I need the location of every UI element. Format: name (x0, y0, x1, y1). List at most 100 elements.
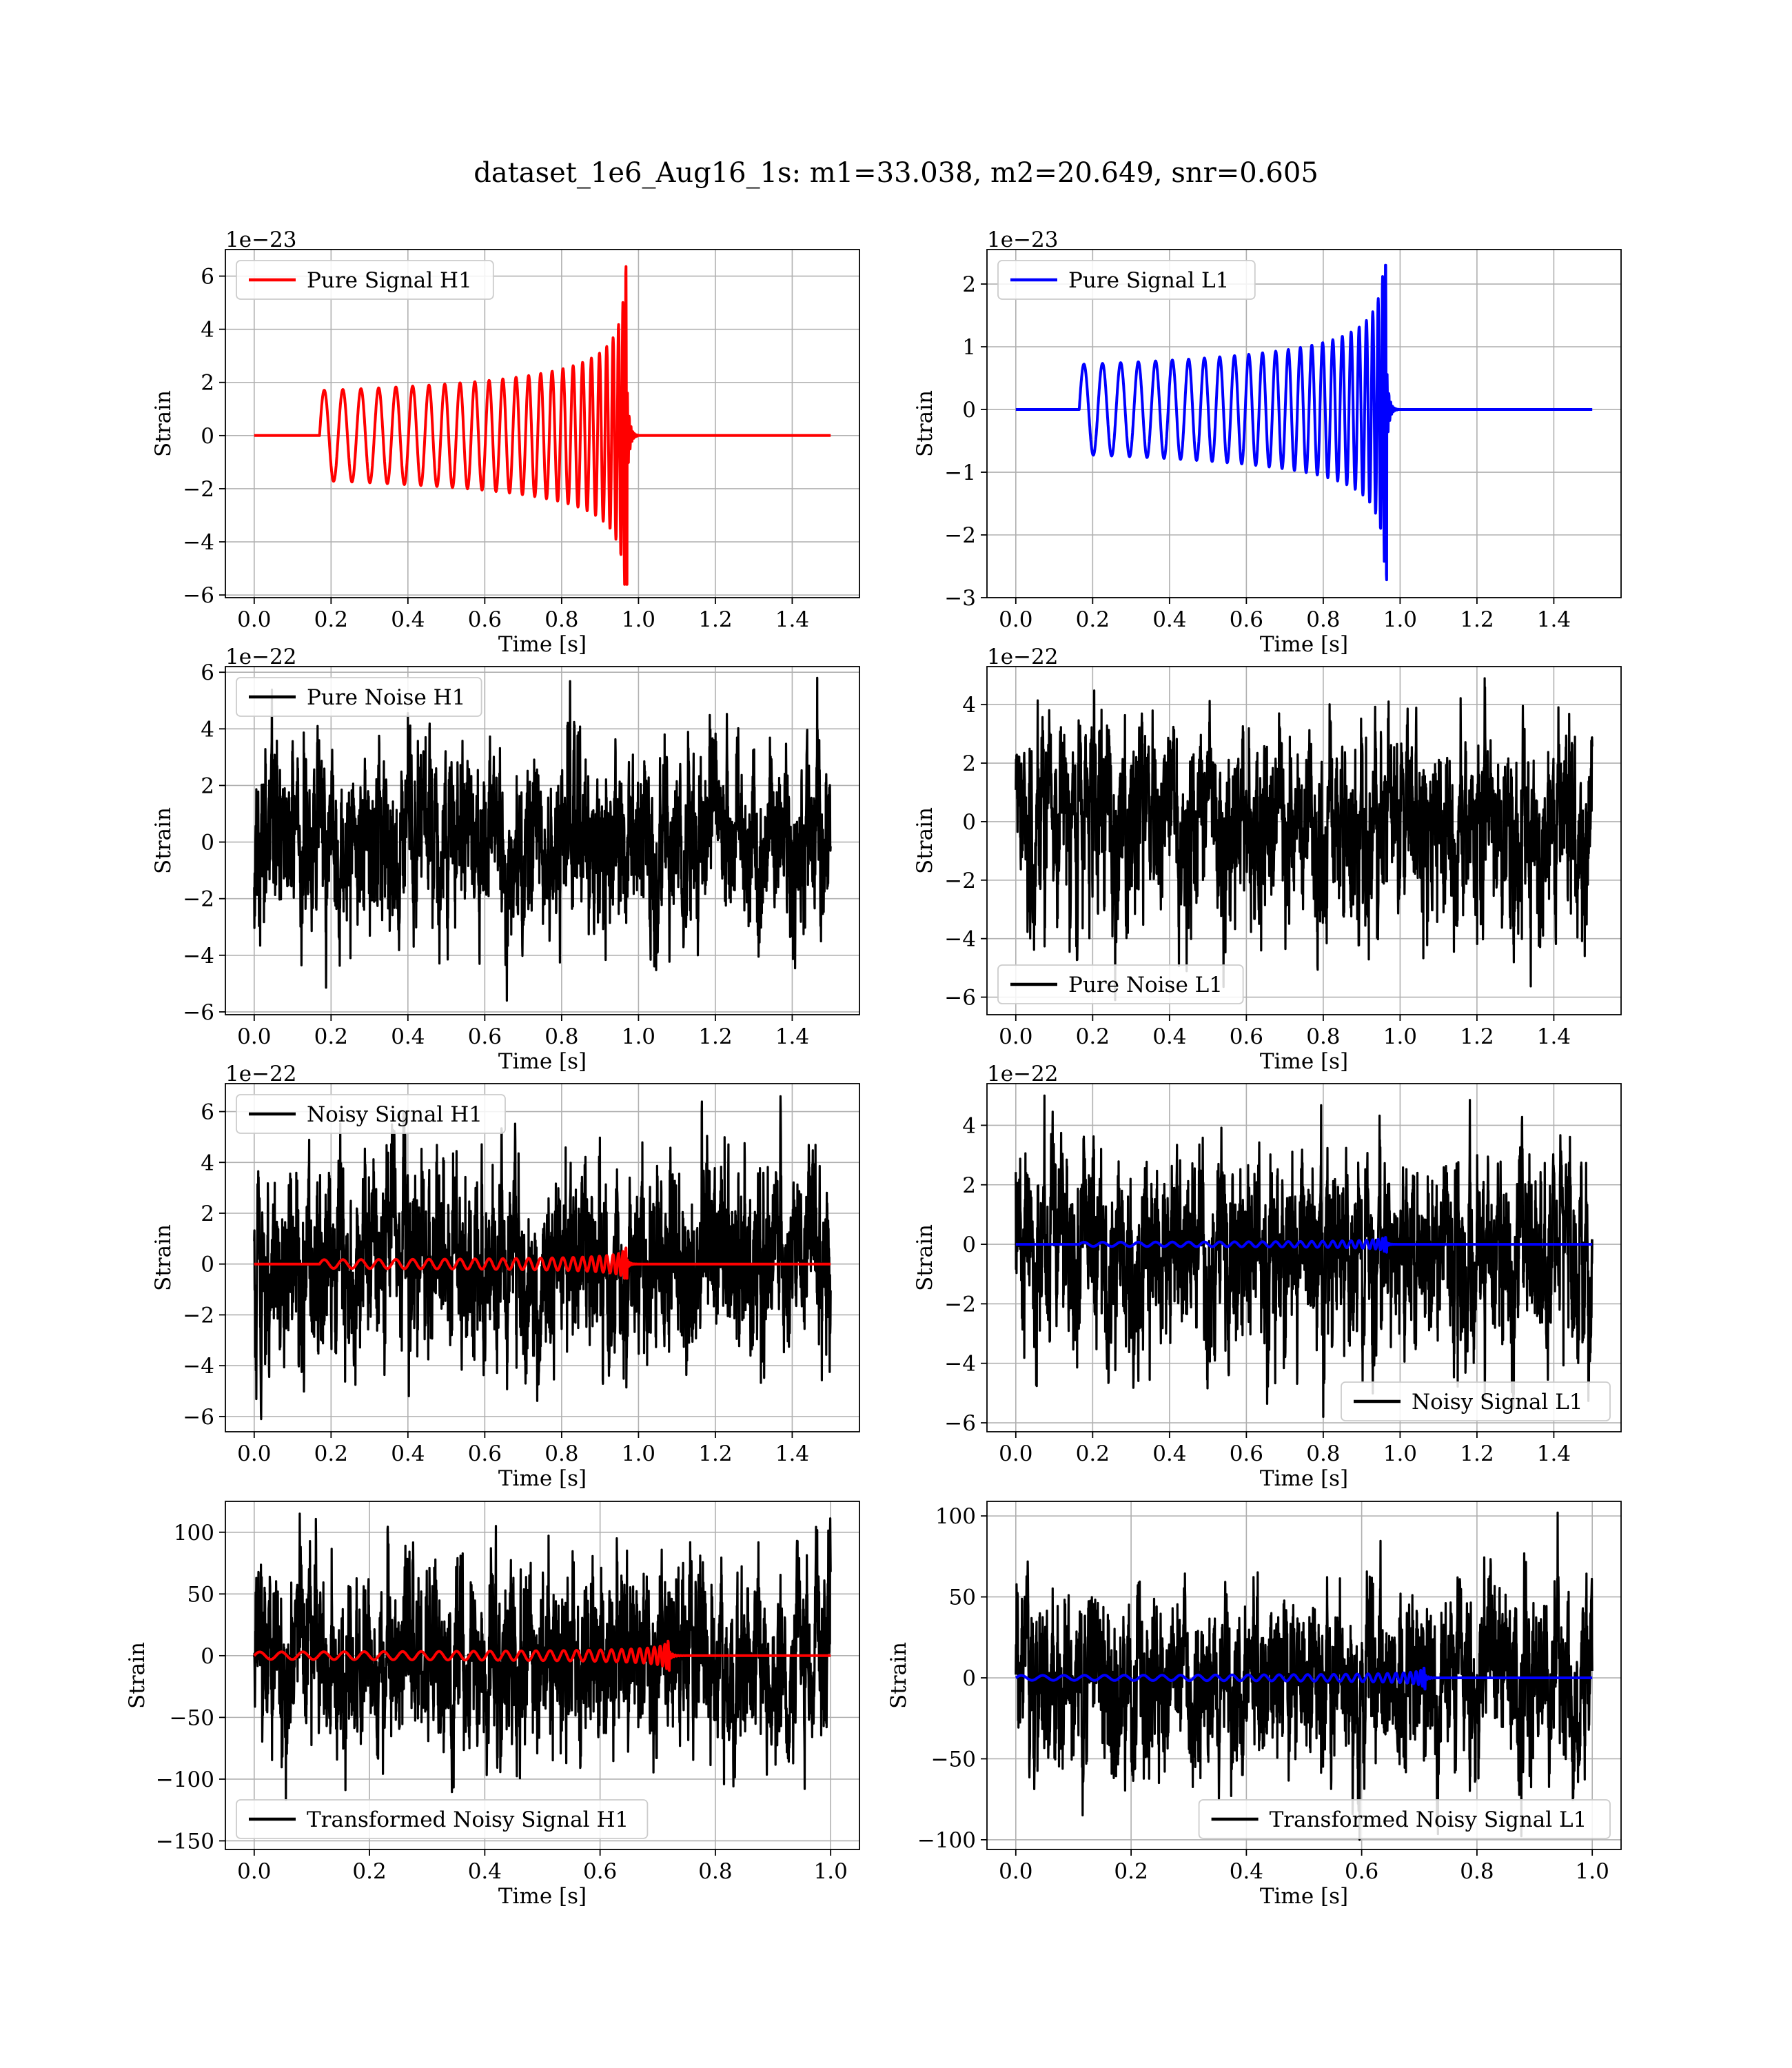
x-tick-label: 0.8 (544, 1024, 578, 1049)
y-tick-label: 0 (962, 398, 976, 423)
axes-frame (986, 1501, 1622, 1850)
x-tick-label: 0.6 (1345, 1859, 1378, 1884)
legend: Pure Noise H1 (236, 677, 482, 717)
x-tick-label: 1.0 (1576, 1859, 1609, 1884)
y-tick-label: −2 (183, 477, 214, 502)
y-tick-label: 4 (201, 318, 214, 343)
legend: Transformed Noisy Signal H1 (236, 1799, 649, 1839)
y-tick-label: −1 (944, 460, 976, 485)
offset-label: 1e−22 (225, 1062, 297, 1086)
x-tick-label: 0.4 (1152, 1441, 1186, 1466)
y-tick-label: 2 (201, 1202, 214, 1226)
y-tick-label: −150 (156, 1829, 214, 1854)
y-axis-label: Strain (913, 1224, 937, 1291)
y-tick-label: 100 (935, 1504, 976, 1529)
y-tick-label: 2 (962, 272, 976, 297)
y-tick-label: 6 (201, 265, 214, 290)
legend-box (236, 260, 494, 300)
series-line-pure-signal-l1 (1015, 263, 1594, 582)
legend: Noisy Signal L1 (1341, 1381, 1611, 1421)
x-tick-label: 1.0 (1383, 1024, 1417, 1049)
x-tick-label: 0.4 (1230, 1859, 1263, 1884)
y-axis-label: Strain (913, 807, 937, 874)
y-axis-label: Strain (151, 807, 176, 874)
y-tick-label: −2 (183, 1303, 214, 1328)
x-tick-label: 0.8 (544, 1441, 578, 1466)
x-axis-label: Time [s] (1260, 1884, 1348, 1909)
y-tick-label: 4 (962, 1113, 976, 1138)
offset-label: 1e−22 (987, 645, 1059, 669)
x-tick-label: 0.4 (391, 607, 425, 632)
y-tick-label: 0 (201, 831, 214, 855)
series-line-noisy-signal-h1-overlay (253, 1246, 832, 1280)
x-tick-label: 1.2 (698, 1441, 732, 1466)
y-tick-label: 2 (201, 773, 214, 798)
x-tick-label: 0.0 (237, 1024, 271, 1049)
series-line-transformed-noisy-signal-h1 (253, 1512, 832, 1801)
y-tick-label: 4 (201, 1150, 214, 1175)
y-tick-label: −2 (944, 1292, 976, 1317)
y-tick-label: −4 (944, 927, 976, 952)
y-tick-label: −6 (944, 1411, 976, 1436)
x-tick-label: 1.0 (814, 1859, 848, 1884)
x-tick-label: 0.8 (1306, 607, 1340, 632)
y-axis-label: Strain (886, 1642, 911, 1709)
x-tick-label: 1.0 (1383, 1441, 1417, 1466)
legend: Noisy Signal H1 (236, 1094, 506, 1134)
subplot-pure-noise-l1: 0.0 0.2 0.4 0.6 0.8 1.0 1.2 1.4 −6 −4 −2 0 2 4 Time [s… (913, 645, 1622, 1074)
subplot-pure-signal-l1: 0.0 0.2 0.4 0.6 0.8 1.0 1.2 1.4 −3 −2 −1 0 1 2 Time [s… (913, 227, 1622, 657)
x-tick-label: 0.6 (1230, 1441, 1263, 1466)
y-tick-label: −4 (944, 1352, 976, 1377)
y-tick-label: 2 (962, 751, 976, 776)
legend: Pure Signal H1 (236, 260, 494, 300)
figure-title: dataset_1e6_Aug16_1s: m1=33.038, m2=20.6… (474, 157, 1318, 189)
x-tick-label: 0.8 (1460, 1859, 1494, 1884)
legend: Pure Noise L1 (997, 964, 1244, 1004)
x-tick-label: 0.8 (698, 1859, 732, 1884)
legend-box (236, 1094, 506, 1134)
y-axis-label: Strain (151, 1224, 176, 1291)
x-tick-label: 0.4 (468, 1859, 502, 1884)
x-tick-label: 0.0 (999, 1024, 1032, 1049)
x-tick-label: 0.8 (1306, 1024, 1340, 1049)
y-tick-label: 6 (201, 660, 214, 685)
legend-label: Transformed Noisy Signal L1 (1270, 1807, 1587, 1832)
y-tick-label: 0 (962, 1233, 976, 1257)
axes-frame (225, 666, 860, 1015)
legend: Pure Signal L1 (997, 260, 1256, 300)
x-tick-label: 1.4 (1537, 1441, 1571, 1466)
legend-label: Pure Signal L1 (1068, 268, 1229, 293)
x-tick-label: 0.6 (583, 1859, 617, 1884)
x-tick-label: 0.8 (1306, 1441, 1340, 1466)
x-tick-label: 0.0 (999, 1441, 1032, 1466)
legend-label: Noisy Signal L1 (1412, 1390, 1583, 1415)
x-tick-label: 1.4 (775, 1024, 809, 1049)
x-tick-label: 0.6 (468, 607, 502, 632)
axes-frame (225, 249, 860, 598)
x-axis-label: Time [s] (498, 1884, 587, 1909)
axes-frame (986, 249, 1622, 598)
y-tick-label: 50 (187, 1582, 214, 1607)
x-tick-label: 0.0 (237, 1859, 271, 1884)
x-axis-label: Time [s] (1260, 632, 1348, 657)
legend-box (1341, 1381, 1611, 1421)
x-tick-label: 0.4 (1152, 607, 1186, 632)
y-tick-label: 4 (201, 717, 214, 742)
y-tick-label: −2 (183, 887, 214, 912)
y-tick-label: −4 (183, 944, 214, 969)
y-tick-label: −50 (931, 1747, 976, 1772)
series-line-transformed-noisy-signal-h1-overlay (253, 1639, 832, 1672)
series-line-noisy-signal-l1 (1015, 1094, 1594, 1418)
y-tick-label: −6 (944, 986, 976, 1011)
subplot-transformed-noisy-signal-l1: 0.0 0.2 0.4 0.6 0.8 1.0 −100 −50 0 50 100 Time [s] S… (886, 1501, 1622, 1909)
x-tick-label: 0.2 (314, 1024, 348, 1049)
legend: Transformed Noisy Signal L1 (1198, 1799, 1611, 1839)
series-line-pure-noise-l1 (1015, 677, 1594, 1002)
y-tick-label: 0 (962, 810, 976, 835)
y-tick-label: −50 (170, 1705, 214, 1730)
y-tick-label: 1 (962, 335, 976, 360)
x-tick-label: 0.6 (1230, 1024, 1263, 1049)
legend-label: Pure Noise H1 (307, 685, 465, 710)
legend-label: Pure Signal H1 (307, 268, 472, 293)
